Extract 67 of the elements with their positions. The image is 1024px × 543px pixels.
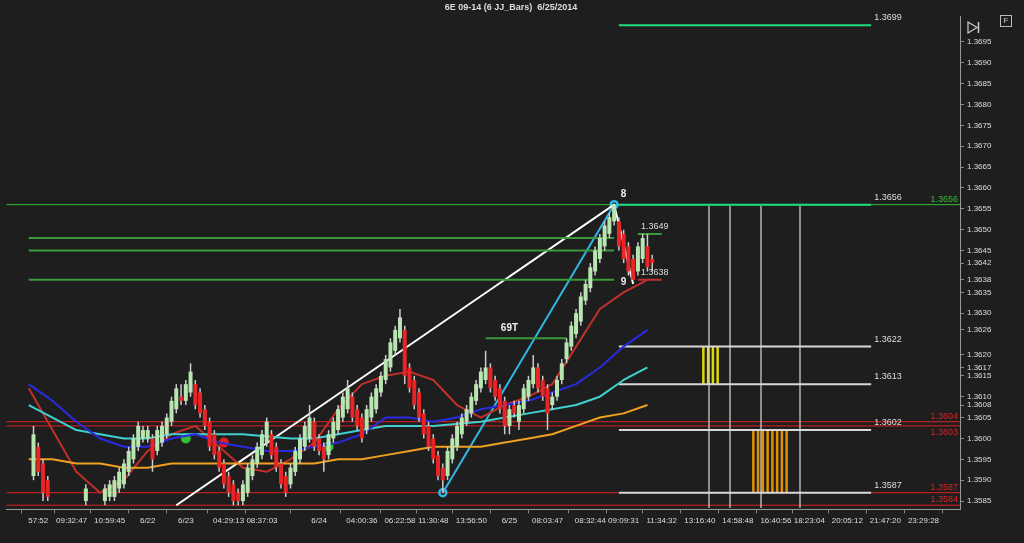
- y-tick-label: 1.3585: [967, 496, 993, 506]
- y-tick-label: 1.3608: [967, 400, 993, 410]
- x-tick-label: 57:52: [28, 516, 49, 526]
- chart-title: 6E 09-14 (6 JJ_Bars) 6/25/2014: [444, 1, 578, 12]
- x-tick-label: 08:32:44: [574, 516, 607, 526]
- y-tick-label: 1.3638: [967, 275, 993, 284]
- y-tick-label: 1.3626: [967, 325, 993, 335]
- data-label: 1.3613: [874, 371, 902, 382]
- annotation: 8: [620, 188, 627, 200]
- y-tick-label: 1.3620: [967, 350, 993, 360]
- x-tick-label: 20:05:12: [831, 516, 864, 526]
- x-tick-label: 10:59:45: [94, 516, 126, 526]
- data-label: 1.3699: [874, 12, 902, 23]
- y-tick-label: 1.3595: [967, 454, 993, 464]
- y-tick-label: 1.3665: [967, 162, 993, 172]
- x-tick-label: 6/24: [311, 516, 328, 526]
- x-tick-label: 6/22: [139, 516, 157, 526]
- y-tick-label: 1.3655: [967, 204, 993, 214]
- annotation: 9: [620, 276, 627, 288]
- y-tick-label: 1.3690: [967, 57, 993, 67]
- x-tick-label: 06:22:58: [384, 516, 417, 526]
- ref-line-label: 1.3656: [930, 193, 958, 204]
- data-label: 1.3649: [640, 220, 669, 231]
- y-tick-label: 1.3645: [967, 245, 993, 255]
- y-tick-label: 1.3600: [967, 433, 993, 443]
- x-tick-label: 16:40:56: [760, 516, 793, 526]
- y-tick-label: 1.3685: [967, 78, 993, 88]
- x-tick-label: 21:47:20: [869, 516, 902, 526]
- y-tick-label: 1.3635: [967, 287, 993, 297]
- button: F: [1000, 15, 1012, 27]
- y-tick-label: 1.3680: [967, 99, 993, 109]
- y-tick-label: 1.3650: [967, 224, 993, 234]
- x-tick-label: 6/23: [178, 516, 195, 526]
- ref-line-label: 1.3584: [930, 494, 958, 505]
- ref-line-label: 1.3587: [930, 481, 958, 492]
- x-tick-label: 04:00:36: [346, 516, 379, 526]
- ref-line-label: 1.3604: [930, 410, 958, 421]
- y-tick-label: 1.3615: [967, 371, 993, 381]
- x-tick-label: 09:09:31: [608, 516, 640, 526]
- x-tick-label: 14:58:48: [722, 516, 754, 526]
- x-tick-label: 08:03:47: [531, 516, 564, 526]
- ref-line-label: 1.3603: [930, 426, 958, 437]
- x-tick-label: 18:23:04: [793, 516, 826, 526]
- y-tick-label: 1.3642: [967, 258, 993, 268]
- data-label: 1.3587: [874, 479, 902, 490]
- y-tick-label: 1.3670: [967, 141, 993, 151]
- data-label: 1.3656: [874, 191, 902, 202]
- x-tick-label: 6/25: [501, 516, 518, 526]
- x-tick-label: 09:32:47: [56, 516, 88, 526]
- x-tick-label: 11:34:32: [646, 516, 678, 526]
- y-tick-label: 1.3675: [967, 120, 993, 130]
- x-tick-label: 08:37:03: [246, 516, 279, 526]
- y-tick-label: 1.3605: [967, 412, 993, 422]
- y-tick-label: 1.3590: [967, 475, 993, 485]
- data-label: 1.3638: [640, 266, 669, 277]
- x-tick-label: 13:16:40: [684, 516, 716, 526]
- annotation: 69T: [500, 321, 519, 333]
- x-tick-label: 13:56:50: [455, 516, 488, 526]
- y-tick-label: 1.3695: [967, 37, 993, 47]
- x-tick-label: 11:30:48: [418, 516, 450, 526]
- x-tick-label: 23:29:28: [907, 516, 940, 526]
- y-tick-label: 1.3617: [967, 362, 993, 372]
- y-tick-label: 1.3610: [967, 391, 993, 401]
- y-tick-label: 1.3630: [967, 308, 993, 318]
- y-tick-label: 1.3660: [967, 183, 993, 193]
- data-label: 1.3622: [874, 333, 902, 344]
- x-tick-label: 04:29:13: [213, 516, 245, 526]
